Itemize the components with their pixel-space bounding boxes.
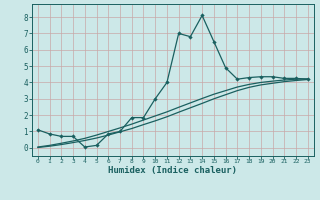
X-axis label: Humidex (Indice chaleur): Humidex (Indice chaleur): [108, 166, 237, 175]
